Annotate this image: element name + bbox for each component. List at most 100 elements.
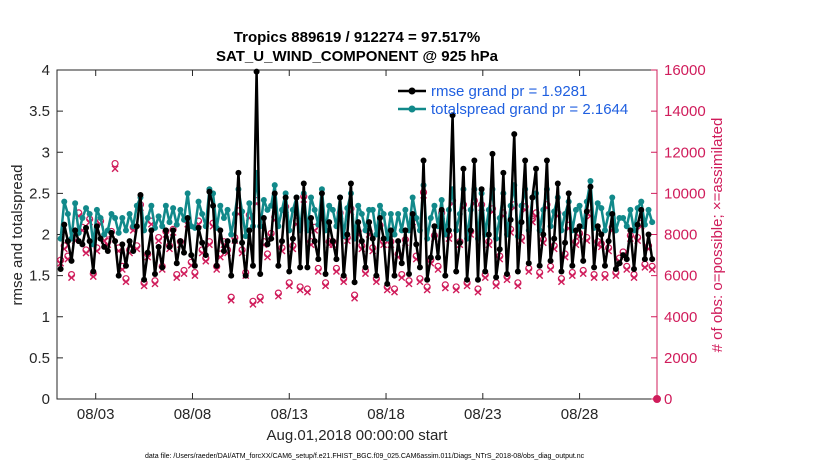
rmse-point: [93, 223, 100, 230]
rmse-point: [126, 238, 133, 245]
legend-spread-marker: [408, 105, 416, 113]
rmse-point: [264, 241, 271, 248]
obs-assimilated-point: [579, 270, 587, 278]
obs-assimilated-point: [303, 288, 311, 296]
y-left-tick-label: 2.5: [29, 185, 50, 202]
obs-assimilated-point: [452, 286, 460, 294]
totalspread-point: [220, 215, 227, 222]
rmse-point: [536, 262, 543, 269]
totalspread-point: [112, 215, 119, 222]
totalspread-point: [326, 202, 333, 209]
y-left-tick-label: 0.5: [29, 350, 50, 367]
rmse-point: [239, 239, 246, 246]
rmse-point: [641, 256, 648, 263]
rmse-point: [511, 131, 518, 138]
totalspread-point: [177, 206, 184, 213]
rmse-point: [616, 260, 623, 267]
y-left-tick-label: 4: [42, 62, 50, 79]
legend-rmse-label: rmse grand pr = 1.9281: [431, 83, 587, 100]
obs-assimilated-point: [155, 237, 163, 245]
rmse-point: [489, 150, 496, 157]
rmse-point: [467, 227, 474, 234]
rmse-point: [645, 231, 652, 238]
obs-assimilated-point: [474, 288, 482, 296]
rmse-point: [315, 256, 322, 263]
rmse-point: [369, 235, 376, 242]
y-left-tick-label: 0: [42, 391, 50, 408]
rmse-point: [431, 223, 438, 230]
obs-assimilated-point: [536, 272, 544, 280]
rmse-point: [547, 257, 554, 264]
obs-assimilated-point: [623, 265, 631, 273]
rmse-point: [442, 272, 449, 279]
obs-assimilated-point: [525, 268, 533, 276]
rmse-point: [583, 208, 590, 215]
totalspread-point: [217, 202, 224, 209]
rmse-point: [380, 235, 387, 242]
rmse-point: [173, 260, 180, 267]
legend-spread-label: totalspread grand pr = 2.1644: [431, 101, 628, 118]
rmse-point: [594, 223, 601, 230]
totalspread-point: [645, 206, 652, 213]
y-axis-right-label: # of obs: o=possible; ×=assimilated: [709, 118, 726, 353]
rmse-point: [474, 276, 481, 283]
y-right-tick-label: 14000: [664, 103, 706, 120]
totalspread-point: [318, 186, 325, 193]
rmse-point: [101, 243, 108, 250]
rmse-point: [337, 194, 344, 201]
totalspread-point: [572, 206, 579, 213]
totalspread-point: [199, 210, 206, 217]
rmse-point: [119, 241, 126, 248]
rmse-point: [609, 210, 616, 217]
y-left-tick-label: 3.5: [29, 103, 50, 120]
rmse-point: [402, 227, 409, 234]
y-axis-left-label: rmse and totalspread: [9, 165, 26, 306]
obs-assimilated-point: [296, 286, 304, 294]
y-right-tick-label: 2000: [664, 350, 697, 367]
obs-assimilated-point: [314, 268, 322, 276]
rmse-point: [257, 270, 264, 277]
chart-title-line1: Tropics 889619 / 912274 = 97.517%: [234, 29, 480, 46]
totalspread-point: [623, 223, 630, 230]
rmse-point: [471, 157, 478, 164]
y-right-tick-label: 12000: [664, 144, 706, 161]
obs-assimilated-point: [648, 265, 656, 273]
rmse-point: [61, 221, 68, 228]
rmse-point: [181, 249, 188, 256]
rmse-point: [202, 252, 209, 259]
totalspread-point: [83, 205, 90, 212]
totalspread-point: [173, 221, 180, 228]
totalspread-point: [601, 227, 608, 234]
rmse-point: [246, 227, 253, 234]
rmse-point: [591, 264, 598, 271]
totalspread-point: [395, 210, 402, 217]
totalspread-point: [159, 223, 166, 230]
obs-assimilated-point: [111, 165, 119, 173]
rmse-point: [148, 227, 155, 234]
obs-assimilated-point: [180, 270, 188, 278]
obs-assimilated-point: [612, 272, 620, 280]
totalspread-point: [358, 210, 365, 217]
rmse-point: [191, 262, 198, 269]
rmse-point: [525, 260, 532, 267]
rmse-point: [601, 262, 608, 269]
totalspread-point: [86, 210, 93, 217]
totalspread-point: [576, 202, 583, 209]
obs-assimilated-point: [547, 265, 555, 273]
rmse-point: [427, 254, 434, 261]
obs-assimilated-point: [249, 300, 257, 308]
rmse-point: [297, 264, 304, 271]
totalspread-point: [264, 206, 271, 213]
totalspread-point: [64, 210, 71, 217]
rmse-point: [362, 264, 369, 271]
totalspread-point: [144, 215, 151, 222]
rmse-point: [572, 227, 579, 234]
rmse-point: [514, 268, 521, 275]
rmse-point: [409, 210, 416, 217]
y-right-tick-label: 10000: [664, 185, 706, 202]
rmse-point: [188, 252, 195, 259]
rmse-point: [213, 262, 220, 269]
series-lines: [57, 68, 656, 287]
totalspread-point: [79, 215, 86, 222]
obs-assimilated-point: [140, 282, 148, 290]
